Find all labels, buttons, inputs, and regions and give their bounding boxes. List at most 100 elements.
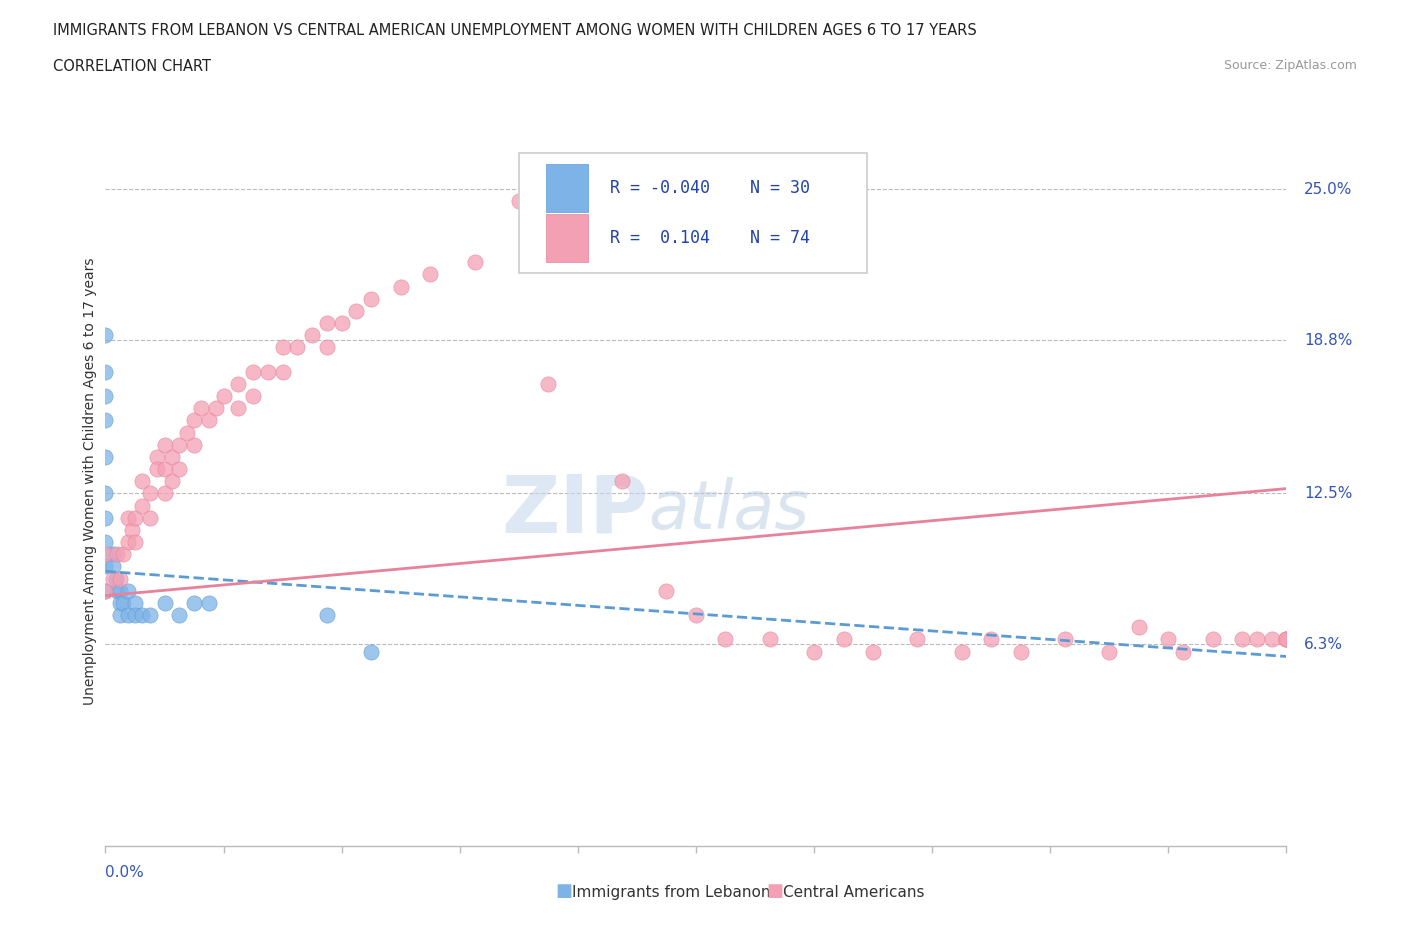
- Point: [131, 474, 153, 489]
- Bar: [546, 214, 589, 261]
- Point: [301, 328, 323, 343]
- Point: [94, 583, 117, 598]
- Point: [242, 389, 264, 404]
- Point: [169, 607, 191, 622]
- Text: ■: ■: [555, 883, 572, 900]
- Point: [169, 437, 191, 452]
- Point: [508, 194, 530, 209]
- Point: [464, 255, 486, 270]
- Text: 0.0%: 0.0%: [105, 865, 145, 880]
- Text: atlas: atlas: [648, 477, 810, 543]
- Point: [138, 511, 162, 525]
- Point: [146, 461, 169, 476]
- Point: [117, 583, 139, 598]
- Point: [101, 559, 124, 574]
- Point: [153, 461, 176, 476]
- Point: [124, 607, 146, 622]
- Point: [101, 571, 124, 586]
- Point: [980, 632, 1002, 647]
- Point: [131, 498, 153, 513]
- Point: [419, 267, 441, 282]
- Point: [832, 632, 855, 647]
- Point: [907, 632, 929, 647]
- Point: [124, 595, 146, 610]
- Text: 12.5%: 12.5%: [1305, 486, 1353, 501]
- Point: [197, 413, 219, 428]
- FancyBboxPatch shape: [519, 153, 868, 273]
- Point: [685, 607, 707, 622]
- Text: Central Americans: Central Americans: [783, 885, 925, 900]
- Text: ZIP: ZIP: [502, 472, 648, 550]
- Point: [655, 583, 678, 598]
- Point: [1232, 632, 1254, 647]
- Point: [1261, 632, 1284, 647]
- Point: [1054, 632, 1077, 647]
- Point: [105, 583, 128, 598]
- Point: [169, 461, 191, 476]
- Point: [94, 535, 117, 550]
- Point: [110, 571, 132, 586]
- Point: [94, 449, 117, 464]
- Point: [94, 365, 117, 379]
- Point: [124, 535, 146, 550]
- Point: [315, 607, 337, 622]
- Point: [146, 449, 169, 464]
- Point: [94, 413, 117, 428]
- Point: [1275, 632, 1298, 647]
- Point: [389, 279, 412, 294]
- Point: [197, 595, 219, 610]
- Point: [160, 449, 183, 464]
- Point: [183, 413, 205, 428]
- Point: [117, 607, 139, 622]
- Point: [112, 595, 135, 610]
- Point: [228, 377, 250, 392]
- Point: [315, 340, 337, 355]
- Point: [94, 511, 117, 525]
- Text: 18.8%: 18.8%: [1305, 333, 1353, 348]
- Point: [121, 523, 143, 538]
- Point: [94, 389, 117, 404]
- Point: [1098, 644, 1121, 659]
- Text: 6.3%: 6.3%: [1305, 637, 1343, 652]
- Point: [153, 595, 176, 610]
- Y-axis label: Unemployment Among Women with Children Ages 6 to 17 years: Unemployment Among Women with Children A…: [83, 258, 97, 705]
- Point: [714, 632, 737, 647]
- Point: [183, 437, 205, 452]
- Point: [205, 401, 228, 416]
- Point: [1246, 632, 1268, 647]
- Point: [271, 340, 294, 355]
- Point: [759, 632, 782, 647]
- Point: [537, 377, 560, 392]
- Text: ■: ■: [766, 883, 783, 900]
- Text: 25.0%: 25.0%: [1305, 181, 1353, 197]
- Point: [183, 595, 205, 610]
- Text: Immigrants from Lebanon: Immigrants from Lebanon: [572, 885, 770, 900]
- Point: [110, 583, 132, 598]
- Text: CORRELATION CHART: CORRELATION CHART: [53, 59, 211, 73]
- Point: [176, 425, 198, 440]
- Point: [110, 595, 132, 610]
- Point: [228, 401, 250, 416]
- Point: [94, 547, 117, 562]
- Point: [94, 328, 117, 343]
- Point: [105, 547, 128, 562]
- Point: [110, 607, 132, 622]
- Point: [190, 401, 212, 416]
- Text: IMMIGRANTS FROM LEBANON VS CENTRAL AMERICAN UNEMPLOYMENT AMONG WOMEN WITH CHILDR: IMMIGRANTS FROM LEBANON VS CENTRAL AMERI…: [53, 23, 977, 38]
- Point: [117, 535, 139, 550]
- Point: [1010, 644, 1032, 659]
- Point: [360, 291, 382, 306]
- Point: [112, 547, 135, 562]
- Point: [104, 571, 127, 586]
- Point: [1128, 620, 1150, 635]
- Text: R = -0.040    N = 30: R = -0.040 N = 30: [610, 179, 810, 197]
- Point: [1275, 632, 1298, 647]
- Point: [287, 340, 309, 355]
- Point: [117, 511, 139, 525]
- Point: [153, 486, 176, 501]
- Bar: [546, 165, 589, 212]
- Point: [610, 474, 633, 489]
- Point: [315, 315, 337, 330]
- Point: [803, 644, 825, 659]
- Text: Source: ZipAtlas.com: Source: ZipAtlas.com: [1223, 59, 1357, 72]
